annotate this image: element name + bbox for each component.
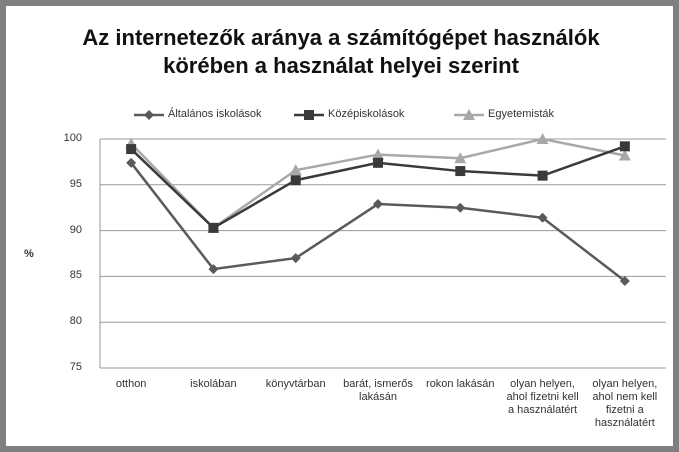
x-tick-label: rokon lakásán bbox=[426, 378, 495, 390]
marker bbox=[618, 149, 631, 161]
series-line bbox=[130, 162, 626, 282]
legend-label: Általános iskolások bbox=[168, 108, 262, 120]
y-tick-label: 95 bbox=[69, 177, 82, 190]
marker bbox=[144, 110, 154, 120]
marker bbox=[289, 164, 302, 176]
y-tick-label: 85 bbox=[69, 269, 82, 282]
marker bbox=[455, 166, 466, 177]
y-tick-label: 80 bbox=[69, 315, 82, 328]
x-tick-label: olyan helyen, ahol fizetni kell a haszná… bbox=[506, 378, 579, 416]
marker bbox=[208, 264, 219, 275]
marker bbox=[126, 144, 137, 155]
plot bbox=[99, 109, 666, 369]
legend-label: Középiskolások bbox=[328, 108, 405, 120]
marker bbox=[537, 170, 548, 181]
legend-label: Egyetemisták bbox=[488, 108, 555, 120]
y-tick-label: 90 bbox=[69, 223, 82, 236]
x-tick-label: otthon bbox=[115, 378, 147, 390]
marker bbox=[619, 141, 630, 152]
marker bbox=[619, 275, 630, 286]
marker bbox=[373, 199, 383, 210]
marker bbox=[454, 152, 467, 164]
y-tick-label: 100 bbox=[63, 132, 82, 144]
marker bbox=[463, 109, 475, 120]
marker bbox=[537, 212, 548, 223]
y-axis-label: % bbox=[24, 248, 34, 260]
marker bbox=[455, 202, 466, 213]
x-tick-label: olyan helyen, ahol nem kell fizetni a ha… bbox=[592, 378, 658, 429]
marker bbox=[304, 110, 314, 120]
x-tick-label: iskolában bbox=[190, 378, 237, 390]
chart-title: Az internetezők aránya a számítógépet ha… bbox=[82, 25, 600, 78]
marker bbox=[372, 148, 384, 160]
y-tick-label: 75 bbox=[69, 361, 82, 373]
marker bbox=[290, 175, 301, 186]
marker bbox=[290, 253, 301, 264]
marker bbox=[536, 133, 549, 144]
x-tick-label: barát, ismerős lakásán bbox=[343, 378, 413, 403]
marker bbox=[373, 157, 383, 168]
marker bbox=[208, 222, 219, 233]
x-tick-label: könyvtárban bbox=[265, 378, 326, 390]
